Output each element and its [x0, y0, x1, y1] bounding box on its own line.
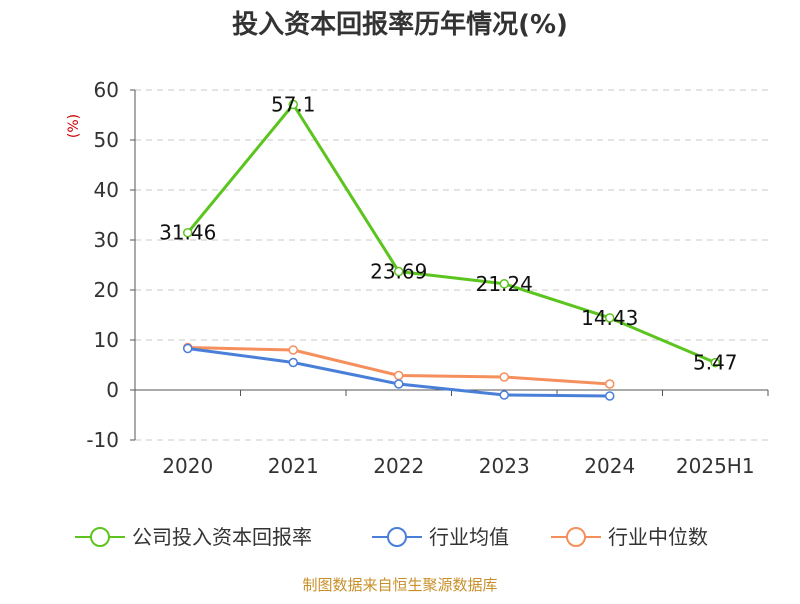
y-tick-label: 10 — [94, 328, 119, 352]
data-point — [499, 390, 509, 400]
y-tick-label: -10 — [86, 428, 119, 452]
data-label: 14.43 — [581, 306, 638, 330]
x-tick-label: 2021 — [268, 454, 319, 478]
data-point — [394, 379, 404, 389]
y-tick-label: 40 — [94, 178, 119, 202]
legend-label: 行业均值 — [429, 525, 509, 549]
data-point — [499, 372, 509, 382]
data-point — [288, 99, 298, 110]
x-tick-label: 2022 — [373, 454, 424, 478]
x-tick-label: 2024 — [584, 454, 635, 478]
data-point — [394, 370, 404, 381]
data-point — [183, 227, 193, 238]
data-label: 21.24 — [476, 272, 533, 296]
data-label: 31.46 — [159, 221, 216, 245]
data-label: 5.47 — [693, 351, 738, 375]
data-point — [605, 391, 615, 401]
data-label: 23.69 — [370, 260, 427, 284]
legend-label: 行业中位数 — [608, 525, 708, 549]
legend-marker — [90, 527, 110, 547]
data-point — [288, 345, 298, 355]
series-line — [186, 103, 716, 365]
y-tick-label: 50 — [94, 128, 119, 152]
y-tick-label: 0 — [106, 378, 119, 402]
source-note: 制图数据来自恒生聚源数据库 — [302, 576, 497, 594]
x-tick-label: 2020 — [162, 454, 213, 478]
axes: 60 50 40 30 20 10 0 -10 2020 2021 2022 2023 2024 2025… — [86, 78, 769, 478]
data-point — [183, 343, 193, 354]
data-point — [499, 279, 509, 289]
legend: 公司投入资本回报率 行业均值 行业中位数 — [75, 525, 708, 549]
series — [183, 99, 720, 401]
legend-label: 公司投入资本回报率 — [132, 525, 312, 549]
data-labels: 31.46 57.1 23.69 21.24 14.43 5.47 — [159, 93, 737, 375]
data-point — [605, 379, 615, 389]
x-tick-label: 2023 — [479, 454, 530, 478]
y-tick-label: 30 — [94, 228, 119, 252]
data-point — [605, 313, 615, 323]
y-tick-label: 20 — [94, 278, 119, 302]
x-tick-label: 2025H1 — [676, 454, 755, 478]
chart-title: 投入资本回报率历年情况(%) — [232, 9, 568, 40]
data-point — [288, 357, 298, 368]
gridlines — [135, 89, 768, 441]
legend-marker — [387, 527, 407, 547]
y-axis-label: (%) — [66, 114, 82, 138]
data-point — [710, 357, 720, 368]
legend-marker — [566, 527, 586, 547]
data-point — [394, 266, 404, 277]
data-label: 57.1 — [271, 93, 316, 117]
y-tick-label: 60 — [94, 78, 119, 102]
